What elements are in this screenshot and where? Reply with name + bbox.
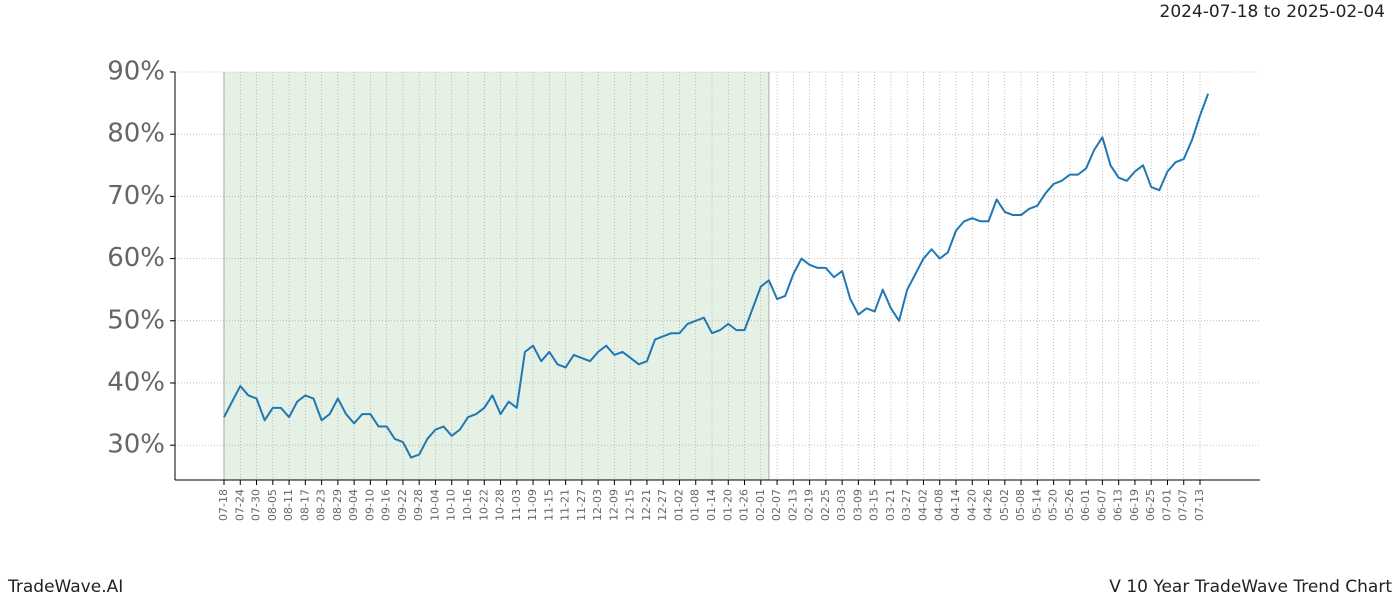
x-tick-label: 09-04 — [347, 489, 360, 521]
x-tick-label: 06-13 — [1112, 489, 1125, 521]
x-tick-label: 05-02 — [998, 489, 1011, 521]
x-tick-label: 12-03 — [591, 489, 604, 521]
highlight-region — [224, 72, 769, 480]
x-tick-label: 12-27 — [656, 489, 669, 521]
x-tick-label: 10-04 — [428, 489, 441, 521]
y-tick-label: 60% — [107, 243, 165, 273]
x-tick-label: 04-14 — [949, 489, 962, 521]
x-tick-label: 07-24 — [233, 489, 246, 521]
x-tick-label: 11-15 — [542, 489, 555, 521]
y-tick-label: 70% — [107, 181, 165, 211]
x-tick-label: 12-15 — [624, 489, 637, 521]
x-tick-label: 07-13 — [1193, 489, 1206, 521]
x-tick-label: 06-07 — [1095, 489, 1108, 521]
x-tick-label: 05-20 — [1047, 489, 1060, 521]
x-tick-label: 02-13 — [786, 489, 799, 521]
x-tick-label: 01-20 — [721, 489, 734, 521]
x-tick-label: 09-22 — [396, 489, 409, 521]
x-tick-label: 06-25 — [1144, 489, 1157, 521]
chart-name: V 10 Year TradeWave Trend Chart — [1109, 577, 1392, 597]
x-tick-label: 04-26 — [982, 489, 995, 521]
x-tick-label: 04-02 — [916, 489, 929, 521]
x-tick-label: 07-01 — [1160, 489, 1173, 521]
y-tick-label: 50% — [107, 305, 165, 335]
brand: TradeWave.AI — [7, 577, 123, 597]
x-tick-label: 03-27 — [900, 489, 913, 521]
x-tick-label: 09-10 — [363, 489, 376, 521]
x-tick-label: 07-07 — [1177, 489, 1190, 521]
x-tick-label: 10-16 — [461, 489, 474, 521]
data-line — [223, 93, 1210, 459]
x-tick-label: 02-01 — [754, 489, 767, 521]
date-range: 2024-07-18 to 2025-02-04 — [1160, 2, 1385, 22]
y-tick-label: 90% — [107, 57, 165, 87]
x-tick-label: 11-09 — [526, 489, 539, 521]
x-tick-label: 01-08 — [689, 489, 702, 521]
x-tick-label: 11-27 — [575, 489, 588, 521]
x-tick-label: 05-08 — [1014, 489, 1027, 521]
x-tick-label: 01-02 — [672, 489, 685, 521]
x-tick-label: 09-28 — [412, 489, 425, 521]
x-tick-label: 11-03 — [510, 489, 523, 521]
x-tick-label: 06-19 — [1128, 489, 1141, 521]
x-tick-label: 01-14 — [705, 489, 718, 521]
y-tick-label: 80% — [107, 119, 165, 149]
x-tick-label: 07-18 — [217, 489, 230, 521]
x-tick-label: 08-17 — [298, 489, 311, 521]
x-tick-label: 03-09 — [851, 489, 864, 521]
x-tick-label: 07-30 — [250, 489, 263, 521]
x-tick-label: 09-16 — [380, 489, 393, 521]
x-tick-label: 02-07 — [770, 489, 783, 521]
x-tick-label: 12-09 — [607, 489, 620, 521]
x-tick-label: 06-01 — [1079, 489, 1092, 521]
x-tick-label: 08-11 — [282, 489, 295, 521]
x-tick-label: 08-05 — [266, 489, 279, 521]
x-tick-label: 05-14 — [1030, 489, 1043, 521]
x-tick-label: 10-10 — [445, 489, 458, 521]
x-tick-label: 03-15 — [868, 489, 881, 521]
x-tick-label: 03-03 — [835, 489, 848, 521]
x-tick-label: 08-29 — [331, 489, 344, 521]
x-tick-label: 05-26 — [1063, 489, 1076, 521]
y-tick-label: 30% — [107, 430, 165, 460]
x-tick-label: 02-25 — [819, 489, 832, 521]
x-tick-label: 03-21 — [884, 489, 897, 521]
x-tick-label: 04-20 — [965, 489, 978, 521]
x-tick-label: 08-23 — [315, 489, 328, 521]
x-tick-label: 01-26 — [738, 489, 751, 521]
x-tick-label: 11-21 — [559, 489, 572, 521]
x-tick-label: 02-19 — [803, 489, 816, 521]
x-tick-label: 12-21 — [640, 489, 653, 521]
x-tick-label: 10-28 — [494, 489, 507, 521]
y-tick-label: 40% — [107, 367, 165, 397]
x-tick-label: 04-08 — [933, 489, 946, 521]
x-tick-label: 10-22 — [477, 489, 490, 521]
